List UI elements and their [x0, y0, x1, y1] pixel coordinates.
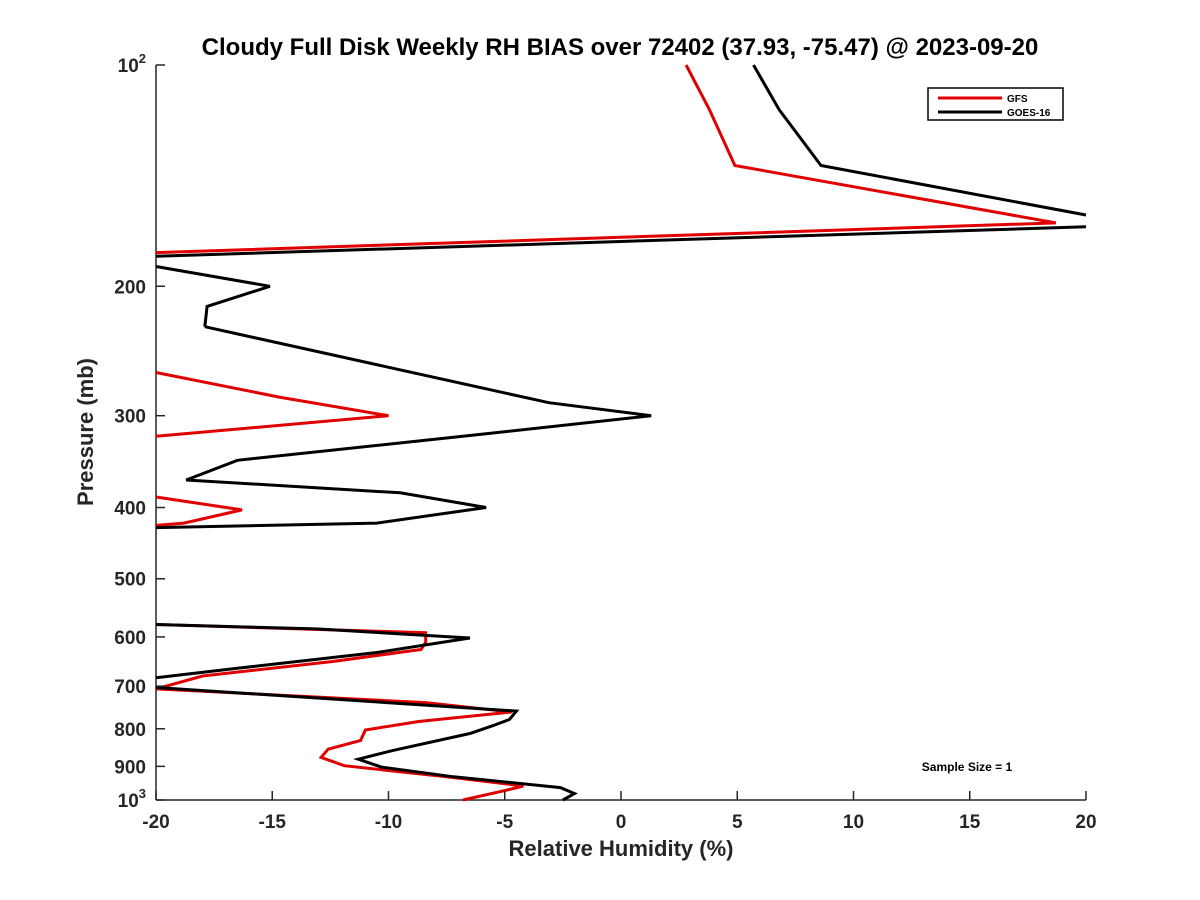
x-tick-label: 10 — [843, 812, 864, 833]
series-line-goes-16 — [155, 225, 1087, 258]
legend: GFS GOES-16 — [927, 87, 1064, 121]
x-tick-label: 0 — [616, 812, 627, 833]
y-axis-label: Pressure (mb) — [73, 358, 98, 506]
legend-items: GFS GOES-16 — [938, 94, 1051, 119]
sample-size-annotation: Sample Size = 1 — [922, 760, 1013, 774]
y-tick-label: 103 — [118, 786, 146, 812]
series-line-gfs — [155, 687, 524, 802]
x-axis-ticks: -20 -15 -10 -5 0 5 10 15 20 — [142, 791, 1097, 833]
y-tick-label-base: 10 — [118, 791, 139, 812]
y-tick-label: 400 — [114, 499, 146, 520]
y-tick-label: 700 — [114, 677, 146, 698]
y-tick-label-base: 10 — [118, 56, 139, 77]
x-tick-label: 15 — [959, 812, 981, 833]
series-gfs — [155, 64, 1057, 802]
series-line-gfs — [155, 371, 389, 438]
series-line-gfs — [155, 495, 243, 527]
series-line-goes-16 — [155, 686, 578, 802]
series-line-goes-16 — [752, 64, 1087, 217]
y-tick-label: 600 — [114, 628, 146, 649]
chart-title: Cloudy Full Disk Weekly RH BIAS over 724… — [202, 34, 1039, 61]
y-tick-label: 102 — [118, 51, 146, 77]
plot-area — [155, 64, 1087, 802]
x-tick-label: -10 — [375, 812, 402, 833]
series-line-gfs — [155, 623, 428, 691]
y-tick-label: 300 — [114, 407, 146, 428]
legend-label: GOES-16 — [1007, 108, 1051, 119]
x-tick-label: -20 — [142, 812, 169, 833]
legend-box — [927, 87, 1064, 121]
x-tick-label: 20 — [1075, 812, 1096, 833]
y-tick-label: 900 — [114, 757, 146, 778]
y-tick-label-exponent: 2 — [139, 51, 146, 66]
series-group — [155, 64, 1087, 802]
series-goes-16 — [155, 64, 1087, 802]
legend-label: GFS — [1007, 94, 1028, 105]
y-tick-label-exponent: 3 — [139, 786, 146, 801]
x-tick-label: -15 — [259, 812, 287, 833]
series-line-gfs — [155, 64, 1057, 255]
y-tick-label: 200 — [114, 277, 146, 298]
series-line-goes-16 — [155, 623, 471, 680]
x-tick-label: -5 — [496, 812, 513, 833]
y-tick-label: 500 — [114, 570, 146, 591]
x-axis-label: Relative Humidity (%) — [509, 836, 734, 861]
x-tick-label: 5 — [732, 812, 743, 833]
series-line-goes-16 — [155, 265, 271, 327]
series-line-goes-16 — [155, 325, 652, 530]
y-tick-label: 800 — [114, 720, 146, 741]
